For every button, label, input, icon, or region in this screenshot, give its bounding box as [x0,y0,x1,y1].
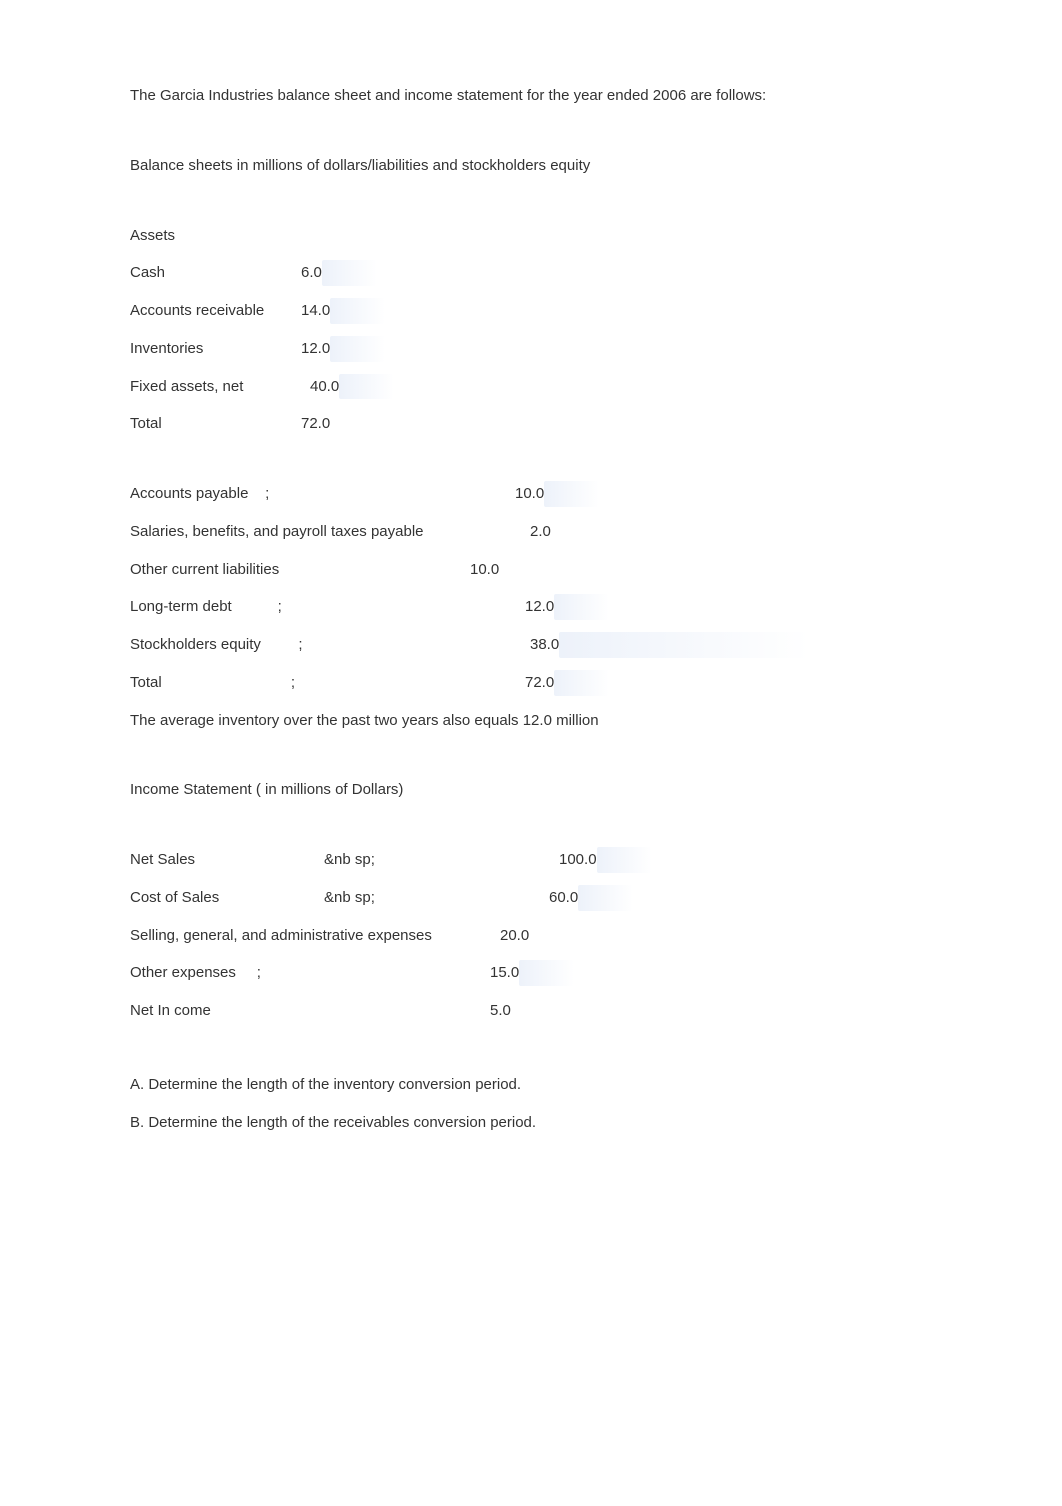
question-b: B. Determine the length of the receivabl… [130,1112,932,1134]
liab-row-ltd: Long-term debt ; 12.0 [130,596,932,618]
liab-row-se: Stockholders equity ; 38.0 [130,634,932,656]
liab-ltd-label: Long-term debt ; [130,596,525,618]
balance-sheet-header: Balance sheets in millions of dollars/li… [130,155,932,177]
income-ns-label: Net Sales [130,849,320,871]
income-ns-value: 100.0 [559,849,597,871]
liab-total-value: 72.0 [525,672,554,694]
income-cos-label: Cost of Sales [130,887,320,909]
liab-row-salaries: Salaries, benefits, and payroll taxes pa… [130,521,932,543]
assets-cash-value: 6.0 [301,262,322,284]
assets-row-ar: Accounts receivable 14.0 [130,300,932,322]
liab-row-ap: Accounts payable ; 10.0 [130,483,932,505]
income-oe-label: Other expenses ; [130,962,490,984]
income-statement-header: Income Statement ( in millions of Dollar… [130,779,932,801]
liab-ap-label: Accounts payable ; [130,483,515,505]
income-ni-value: 5.0 [490,1000,511,1022]
income-row-other-exp: Other expenses ; 15.0 [130,962,932,984]
assets-fa-label: Fixed assets, net [130,376,310,398]
income-sga-value: 20.0 [500,925,529,947]
assets-row-fixed-assets: Fixed assets, net 40.0 [130,376,932,398]
assets-title: Assets [130,225,932,247]
liab-ap-value: 10.0 [515,483,544,505]
avg-inventory-note: The average inventory over the past two … [130,710,932,732]
liab-total-label: Total ; [130,672,525,694]
income-oe-value: 15.0 [490,962,519,984]
income-row-net-income: Net In come 5.0 [130,1000,932,1022]
income-row-net-sales: Net Sales &nb sp; 100.0 [130,849,932,871]
assets-fa-value: 40.0 [310,376,339,398]
liab-ocl-value: 10.0 [470,559,499,581]
assets-cash-label: Cash [130,262,301,284]
assets-ar-label: Accounts receivable [130,300,301,322]
liab-row-total: Total ; 72.0 [130,672,932,694]
liab-se-value: 38.0 [530,634,559,656]
assets-inv-value: 12.0 [301,338,330,360]
assets-total-value: 72.0 [301,413,330,435]
assets-row-total: Total 72.0 [130,413,932,435]
income-ns-artifact: &nb sp; [324,849,559,871]
income-row-cos: Cost of Sales &nb sp; 60.0 [130,887,932,909]
liab-ltd-value: 12.0 [525,596,554,618]
assets-row-inventories: Inventories 12.0 [130,338,932,360]
assets-total-label: Total [130,413,301,435]
assets-ar-value: 14.0 [301,300,330,322]
liab-sal-label: Salaries, benefits, and payroll taxes pa… [130,521,530,543]
income-cos-value: 60.0 [549,887,578,909]
liab-ocl-label: Other current liabilities [130,559,470,581]
intro-paragraph: The Garcia Industries balance sheet and … [130,85,932,107]
liab-sal-value: 2.0 [530,521,551,543]
income-row-sga: Selling, general, and administrative exp… [130,925,932,947]
income-ni-label: Net In come [130,1000,490,1022]
income-cos-artifact: &nb sp; [324,887,549,909]
liab-row-ocl: Other current liabilities 10.0 [130,559,932,581]
income-sga-label: Selling, general, and administrative exp… [130,925,500,947]
question-a: A. Determine the length of the inventory… [130,1074,932,1096]
liab-se-label: Stockholders equity ; [130,634,530,656]
assets-inv-label: Inventories [130,338,301,360]
assets-row-cash: Cash 6.0 [130,262,932,284]
